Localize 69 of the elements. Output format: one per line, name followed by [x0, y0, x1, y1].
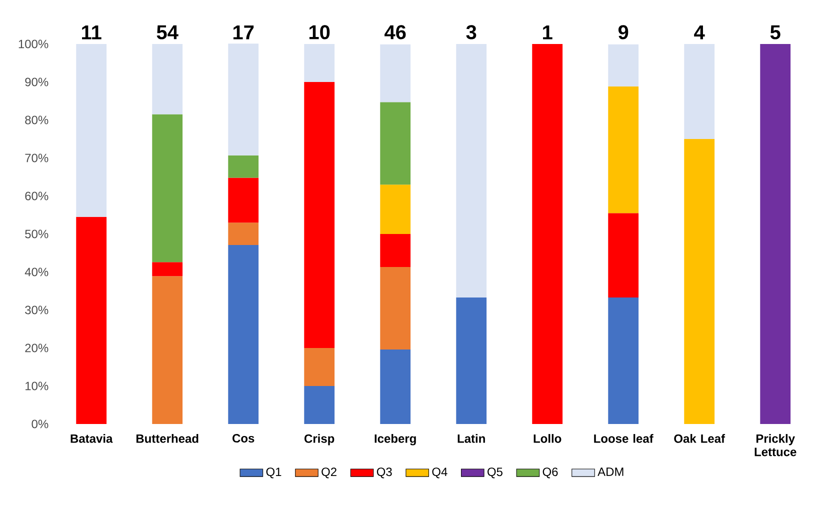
bar	[76, 44, 107, 218]
bar	[152, 44, 183, 114]
x-tick-label: Lollo	[534, 434, 562, 444]
annotation: 1	[543, 26, 552, 40]
legend-label: Q2	[322, 468, 336, 478]
x-tick-label: Butterhead	[136, 434, 198, 444]
bar	[228, 222, 259, 246]
bar	[608, 44, 639, 87]
bar	[380, 102, 411, 185]
legend-label: Q4	[432, 468, 448, 478]
bar	[684, 139, 715, 424]
x-tick-label: Iceberg	[374, 434, 416, 446]
bar	[532, 44, 563, 424]
bar	[608, 86, 639, 214]
annotation: 4	[694, 26, 705, 40]
bar	[456, 44, 487, 298]
annotation: 3	[466, 25, 476, 40]
x-tick-label: Latin	[458, 434, 485, 444]
bar	[228, 178, 259, 223]
annotation: 10	[309, 25, 330, 40]
bar	[304, 386, 335, 424]
annotation: 46	[384, 25, 406, 40]
bar	[608, 213, 639, 298]
annotation: 54	[156, 26, 178, 40]
bar	[760, 44, 791, 424]
x-tick-label: Crisp	[304, 434, 334, 446]
y-tick-label: 20%	[25, 344, 48, 352]
bar	[152, 114, 183, 262]
annotation: 17	[233, 26, 254, 40]
bar	[304, 82, 335, 348]
bar	[456, 298, 487, 424]
x-tick-label: Cos	[232, 434, 254, 443]
bar	[380, 234, 411, 268]
bar	[152, 262, 183, 276]
legend-label: Q5	[488, 468, 502, 478]
y-tick-label: 10%	[26, 382, 48, 390]
y-tick-label: 90%	[25, 78, 48, 86]
bar	[304, 348, 335, 386]
bar	[380, 267, 411, 350]
y-tick-label: 30%	[25, 306, 48, 314]
legend-label: Q6	[542, 468, 558, 478]
bar	[228, 156, 259, 178]
x-tick-label: Oak Leaf	[674, 434, 726, 444]
y-tick-label: 70%	[25, 154, 48, 162]
bar	[76, 217, 107, 424]
legend-label: Q1	[266, 468, 282, 478]
bar	[152, 276, 183, 424]
annotation: 11	[82, 26, 102, 40]
y-tick-label: 40%	[24, 268, 48, 276]
bar	[380, 44, 411, 102]
x-tick-label: Batavia	[70, 434, 113, 444]
annotation: 5	[770, 26, 780, 40]
y-tick-label: 0%	[32, 420, 48, 428]
y-tick-label: 80%	[25, 116, 48, 124]
bar	[304, 44, 335, 82]
bar	[608, 298, 639, 424]
y-tick-label: 60%	[25, 192, 48, 200]
annotation: 9	[618, 25, 628, 40]
x-tick-label: Prickly Lettuce	[754, 434, 796, 456]
bar	[228, 245, 259, 424]
bar	[380, 184, 411, 234]
legend-label: Q3	[376, 468, 392, 478]
bar	[228, 44, 259, 156]
y-tick-label: 100%	[18, 40, 48, 48]
legend-label: ADM	[598, 468, 624, 476]
bar	[380, 350, 411, 424]
x-tick-label: Loose leaf	[594, 434, 654, 444]
y-tick-label: 50%	[25, 230, 48, 238]
bar	[684, 44, 715, 140]
